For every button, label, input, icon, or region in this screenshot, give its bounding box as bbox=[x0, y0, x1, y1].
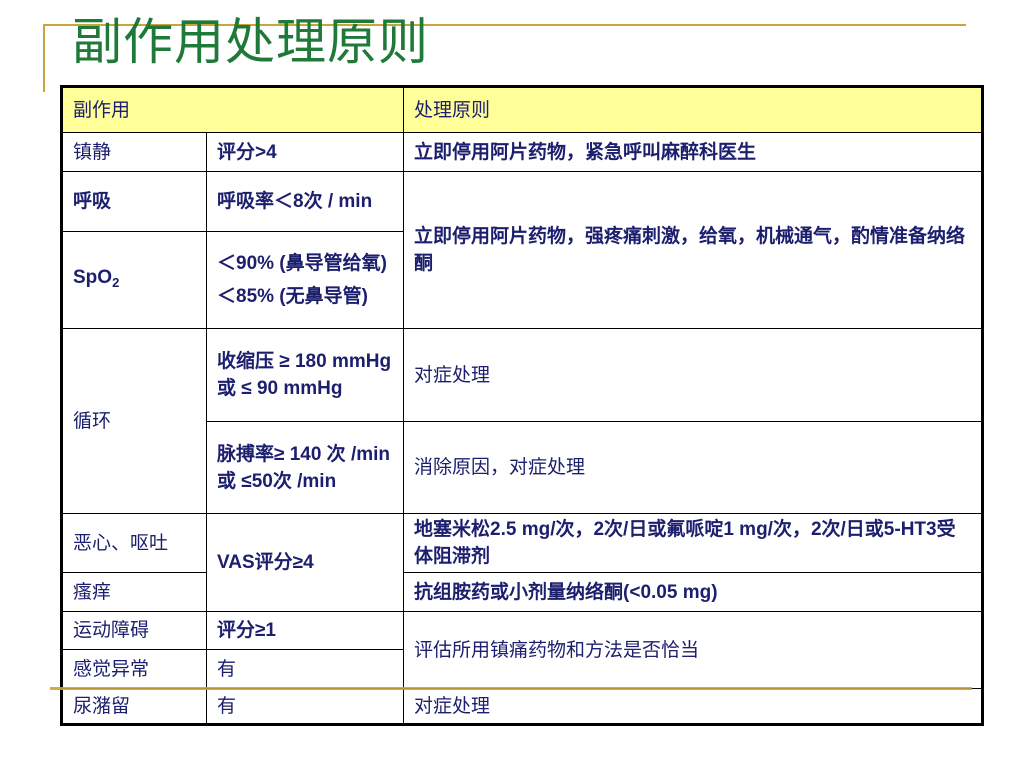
cell-action: 评估所用镇痛药物和方法是否恰当 bbox=[403, 611, 983, 689]
cell-criterion: 脉搏率≥ 140 次 /min 或 ≤50次 /min bbox=[205, 421, 405, 514]
cell-name: 呼吸 bbox=[61, 171, 207, 232]
cell-action: 立即停用阿片药物，强疼痛刺激，给氧，机械通气，酌情准备纳络酮 bbox=[403, 171, 983, 329]
spo2-subscript: 2 bbox=[112, 275, 120, 290]
cell-name: 瘙痒 bbox=[61, 572, 207, 612]
cell-criterion: 有 bbox=[205, 688, 405, 725]
cell-criterion: 有 bbox=[205, 649, 405, 689]
cell-action: 消除原因，对症处理 bbox=[403, 421, 983, 514]
cell-name: 恶心、呕吐 bbox=[61, 513, 207, 573]
cell-action: 地塞米松2.5 mg/次，2次/日或氟哌啶1 mg/次，2次/日或5-HT3受体… bbox=[403, 513, 983, 573]
criterion-line: ＜85% (无鼻导管) bbox=[217, 286, 368, 307]
table-row: 呼吸 呼吸率＜8次 / min 立即停用阿片药物，强疼痛刺激，给氧，机械通气，酌… bbox=[61, 171, 983, 329]
top-accent-line bbox=[44, 24, 966, 26]
slide-title: 副作用处理原则 bbox=[72, 13, 429, 71]
table-row: SpO2 ＜90% (鼻导管给氧) ＜85% (无鼻导管) bbox=[61, 231, 983, 329]
table-row: 循环 收缩压 ≥ 180 mmHg 或 ≤ 90 mmHg 对症处理 bbox=[61, 328, 983, 514]
cell-action: 抗组胺药或小剂量纳络酮(<0.05 mg) bbox=[403, 572, 983, 612]
cell-name: 镇静 bbox=[61, 132, 207, 172]
side-effect-table: 副作用 处理原则 镇静 评分>4 立即停用阿片药物，紧急呼叫麻醉科医生 呼吸 呼… bbox=[60, 85, 984, 726]
table-row: 镇静 评分>4 立即停用阿片药物，紧急呼叫麻醉科医生 bbox=[61, 132, 983, 172]
cell-criterion: ＜90% (鼻导管给氧) ＜85% (无鼻导管) bbox=[205, 231, 405, 329]
cell-criterion: 收缩压 ≥ 180 mmHg 或 ≤ 90 mmHg bbox=[205, 328, 405, 422]
cell-action: 立即停用阿片药物，紧急呼叫麻醉科医生 bbox=[403, 132, 983, 172]
cell-name: 感觉异常 bbox=[61, 649, 207, 689]
cell-name: 尿潴留 bbox=[61, 688, 207, 725]
cell-criterion: 呼吸率＜8次 / min bbox=[205, 171, 405, 232]
cell-action: 对症处理 bbox=[403, 688, 983, 725]
table-row: 恶心、呕吐 VAS评分≥4 地塞米松2.5 mg/次，2次/日或氟哌啶1 mg/… bbox=[61, 513, 983, 612]
header-principle: 处理原则 bbox=[403, 86, 983, 133]
cell-name: SpO2 bbox=[61, 231, 207, 329]
cell-criterion: 评分≥1 bbox=[205, 611, 405, 650]
cell-criterion: VAS评分≥4 bbox=[205, 513, 405, 612]
cell-name: 运动障碍 bbox=[61, 611, 207, 650]
table-row: 尿潴留 有 对症处理 bbox=[61, 688, 983, 725]
table-row: 运动障碍 评分≥1 评估所用镇痛药物和方法是否恰当 bbox=[61, 611, 983, 689]
cell-action: 对症处理 bbox=[403, 328, 983, 422]
cell-name: 循环 bbox=[61, 328, 207, 514]
header-side-effect: 副作用 bbox=[60, 86, 405, 133]
bottom-accent-line bbox=[50, 687, 972, 690]
spo2-label: SpO bbox=[73, 267, 113, 288]
left-accent-line bbox=[43, 24, 45, 92]
table-row: 瘙痒 抗组胺药或小剂量纳络酮(<0.05 mg) bbox=[61, 572, 983, 612]
criterion-line: ＜90% (鼻导管给氧) bbox=[217, 253, 387, 274]
table-header-row: 副作用 处理原则 bbox=[60, 86, 983, 133]
cell-criterion: 评分>4 bbox=[205, 132, 405, 172]
